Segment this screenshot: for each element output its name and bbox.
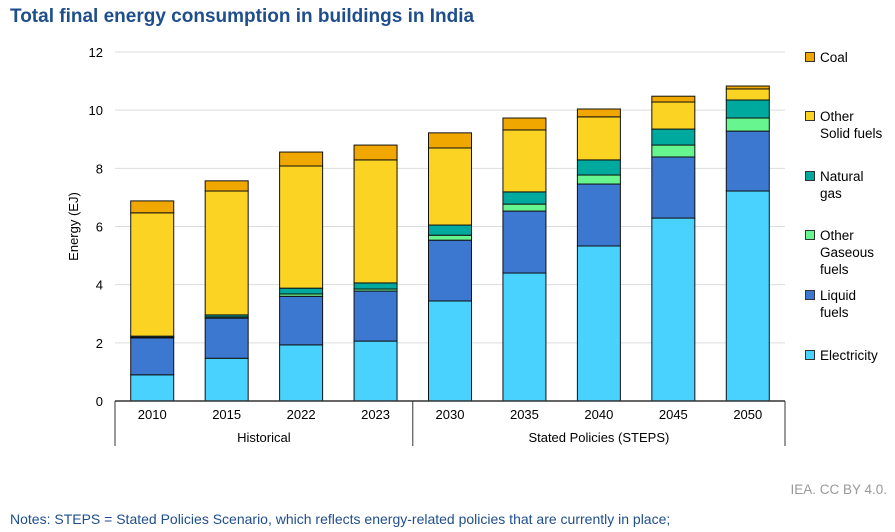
bar-segment-other-solid-fuels [279,165,324,289]
bar-segment-natural-gas [651,128,696,146]
bar-segment-other-solid-fuels [204,190,249,316]
bar-segment-liquid-fuels [502,210,547,274]
y-tick-label: 0 [96,394,103,409]
bar-segment-coal [651,95,696,103]
legend-label: Electricity [820,348,878,363]
bar-segment-electricity [130,374,175,402]
y-tick-label: 10 [89,103,103,118]
group-label: Historical [237,430,291,445]
bar-segment-other-solid-fuels [725,88,770,101]
bar-segment-coal [204,180,249,192]
bar-segment-coal [576,108,621,118]
y-tick-label: 8 [96,161,103,176]
x-tick-label: 2015 [212,407,241,422]
x-tick-label: 2050 [733,407,762,422]
legend-label: Coal [820,50,848,65]
group-label: Stated Policies (STEPS) [528,430,669,445]
bar-segment-other-gaseous-fuels [725,117,770,132]
bar-segment-other-gaseous-fuels [651,144,696,158]
x-tick-label: 2030 [436,407,465,422]
x-tick-label: 2040 [584,407,613,422]
x-tick-label: 2023 [361,407,390,422]
y-axis-label: Energy (EJ) [66,192,81,261]
bar-segment-electricity [651,217,696,402]
bar-segment-electricity [279,344,324,402]
bar-segment-other-solid-fuels [130,212,175,337]
bar-segment-coal [353,144,398,161]
y-tick-label: 6 [96,220,103,235]
legend-label: Other Solid fuels [820,109,883,141]
y-tick-label: 4 [96,278,103,293]
bar-segment-other-solid-fuels [502,129,547,193]
bar-segment-natural-gas [353,282,398,290]
legend-swatch [805,52,815,62]
bar-segment-liquid-fuels [651,156,696,219]
legend-swatch [805,171,815,181]
x-tick-label: 2010 [138,407,167,422]
x-tick-label: 2035 [510,407,539,422]
bar-segment-coal [502,117,547,131]
bar-segment-natural-gas [279,287,324,295]
bar-segment-coal [130,200,175,214]
bar-segment-liquid-fuels [353,290,398,342]
x-tick-label: 2045 [659,407,688,422]
bar-segment-electricity [725,190,770,402]
bar-segment-natural-gas [502,191,547,205]
bar-segment-other-gaseous-fuels [428,234,472,241]
bar-segment-liquid-fuels [130,337,175,376]
legend-swatch [805,111,815,121]
bar-segment-other-solid-fuels [428,147,472,226]
legend-label: Other Gaseous fuels [820,228,875,277]
bar-segment-electricity [428,300,472,402]
legend-label: Liquid fuels [820,288,857,320]
legend-swatch [805,350,815,360]
notes: Notes: STEPS = Stated Policies Scenario,… [10,511,671,527]
bar-segment-electricity [204,357,249,402]
bar-segment-liquid-fuels [725,130,770,192]
bar-segment-coal [279,151,324,167]
bar-segment-liquid-fuels [204,317,249,359]
bar-segment-natural-gas [428,224,472,236]
bar-segment-natural-gas [725,99,770,119]
credit: IEA. CC BY 4.0. [790,482,887,497]
y-tick-label: 2 [96,336,103,351]
chart-title: Total final energy consumption in buildi… [10,6,475,27]
bar-segment-electricity [576,245,621,402]
legend-swatch [805,290,815,300]
bar-segment-other-solid-fuels [353,159,398,284]
bar-segment-other-gaseous-fuels [576,174,621,185]
bar-segment-other-solid-fuels [651,101,696,130]
bar-segment-other-gaseous-fuels [502,203,547,212]
bar-segment-other-solid-fuels [576,116,621,161]
bar-segment-liquid-fuels [279,295,324,346]
bar-segment-natural-gas [576,159,621,176]
legend-swatch [805,230,815,240]
bar-segment-electricity [502,272,547,402]
legend-label: Natural gas [820,169,864,201]
bar-segment-liquid-fuels [576,183,621,247]
x-tick-label: 2022 [287,407,316,422]
bar-segment-coal [725,85,770,90]
bar-segment-electricity [353,340,398,402]
y-tick-label: 12 [89,45,103,60]
bar-segment-liquid-fuels [428,239,472,302]
bar-segment-coal [428,132,472,149]
